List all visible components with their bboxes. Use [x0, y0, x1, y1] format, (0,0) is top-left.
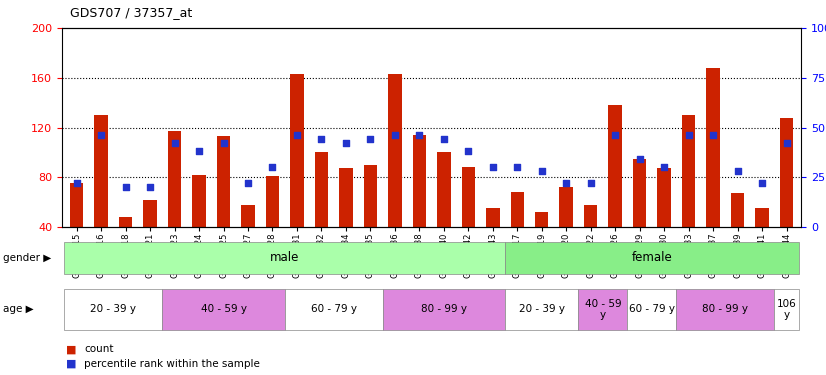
Text: 20 - 39 y: 20 - 39 y [519, 304, 565, 314]
Text: gender ▶: gender ▶ [3, 253, 51, 263]
FancyBboxPatch shape [578, 289, 628, 330]
Bar [731, 194, 744, 227]
Point [633, 156, 646, 162]
Bar [584, 204, 597, 227]
Bar [413, 135, 426, 227]
Bar [388, 74, 401, 227]
Bar [192, 175, 206, 227]
Bar [437, 152, 450, 227]
Bar [363, 165, 377, 227]
Point [559, 180, 572, 186]
FancyBboxPatch shape [285, 289, 382, 330]
Point [144, 184, 157, 190]
Point [291, 132, 304, 138]
Point [70, 180, 83, 186]
Point [363, 136, 377, 142]
Text: 40 - 59
y: 40 - 59 y [585, 298, 621, 320]
Bar [535, 212, 548, 227]
Bar [168, 131, 181, 227]
Point [168, 140, 181, 146]
Text: 40 - 59 y: 40 - 59 y [201, 304, 246, 314]
Bar [559, 187, 573, 227]
Point [217, 140, 230, 146]
Bar [119, 217, 132, 227]
Text: ■: ■ [66, 359, 77, 369]
Bar [510, 192, 524, 227]
Point [487, 164, 500, 170]
Text: GDS707 / 37357_at: GDS707 / 37357_at [70, 6, 192, 19]
Point [266, 164, 279, 170]
FancyBboxPatch shape [163, 289, 285, 330]
Bar [70, 183, 83, 227]
Point [682, 132, 695, 138]
Text: 60 - 79 y: 60 - 79 y [629, 304, 675, 314]
Point [119, 184, 132, 190]
Text: 20 - 39 y: 20 - 39 y [90, 304, 136, 314]
Point [657, 164, 671, 170]
Bar [94, 115, 108, 227]
Bar [315, 152, 328, 227]
Point [756, 180, 769, 186]
Point [413, 132, 426, 138]
Text: age ▶: age ▶ [3, 304, 34, 314]
Bar [706, 68, 719, 227]
FancyBboxPatch shape [505, 242, 799, 274]
Point [780, 140, 793, 146]
Point [584, 180, 597, 186]
Bar [216, 136, 230, 227]
FancyBboxPatch shape [676, 289, 774, 330]
Point [94, 132, 107, 138]
Point [706, 132, 719, 138]
FancyBboxPatch shape [382, 289, 505, 330]
Bar [609, 105, 622, 227]
Text: female: female [632, 251, 672, 264]
Text: 80 - 99 y: 80 - 99 y [702, 304, 748, 314]
Point [192, 148, 206, 154]
Bar [339, 168, 353, 227]
Text: male: male [270, 251, 299, 264]
Bar [657, 168, 671, 227]
Point [609, 132, 622, 138]
Point [437, 136, 450, 142]
FancyBboxPatch shape [505, 289, 578, 330]
Point [339, 140, 353, 146]
Point [510, 164, 524, 170]
Bar [755, 208, 769, 227]
Text: 60 - 79 y: 60 - 79 y [311, 304, 357, 314]
Bar [682, 115, 695, 227]
Point [535, 168, 548, 174]
Text: count: count [84, 345, 114, 354]
Bar [633, 159, 647, 227]
Bar [780, 118, 793, 227]
Point [462, 148, 475, 154]
Point [388, 132, 401, 138]
Point [241, 180, 254, 186]
Bar [241, 204, 254, 227]
Bar [290, 74, 304, 227]
FancyBboxPatch shape [774, 289, 799, 330]
Text: percentile rank within the sample: percentile rank within the sample [84, 359, 260, 369]
FancyBboxPatch shape [628, 289, 676, 330]
Point [315, 136, 328, 142]
FancyBboxPatch shape [64, 289, 163, 330]
Bar [462, 167, 475, 227]
Bar [266, 176, 279, 227]
Text: ■: ■ [66, 345, 77, 354]
Text: 80 - 99 y: 80 - 99 y [420, 304, 467, 314]
Bar [486, 208, 500, 227]
Text: 106
y: 106 y [776, 298, 796, 320]
FancyBboxPatch shape [64, 242, 505, 274]
Point [731, 168, 744, 174]
Bar [144, 200, 157, 227]
